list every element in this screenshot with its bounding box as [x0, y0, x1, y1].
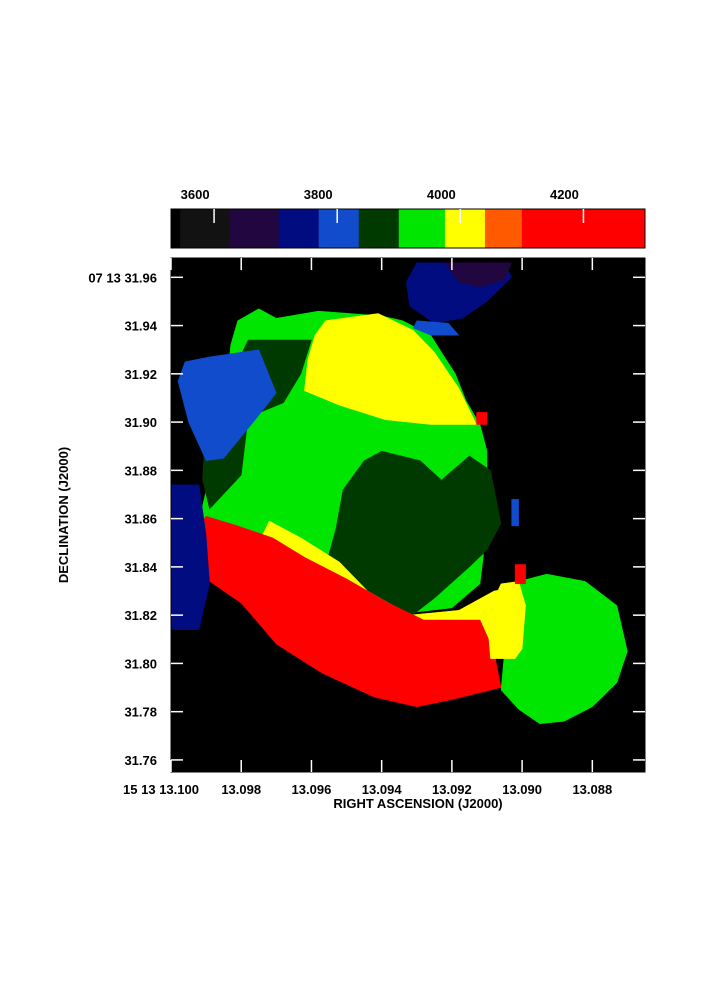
- colorbar-level-7: [444, 209, 486, 248]
- region-4: [325, 450, 502, 621]
- image-regions: [171, 262, 628, 724]
- x-tick-label-1: 13.098: [221, 782, 261, 797]
- region-15: [511, 499, 519, 527]
- y-tick-label-8: 31.80: [124, 656, 157, 671]
- colorbar-tick-label-1: 3800: [304, 187, 333, 202]
- colorbar-tick-label-3: 4200: [550, 187, 579, 202]
- colorbar-level-0: [171, 209, 181, 248]
- axis-ticks: 15 13 13.100 13.098 13.096 13.094 13.092 13.0…: [88, 257, 646, 797]
- colorbar-level-6: [398, 209, 446, 248]
- region-14: [171, 484, 210, 630]
- x-tick-label-6: 13.088: [572, 782, 612, 797]
- y-tick-label-3: 31.90: [124, 415, 157, 430]
- region-16: [476, 412, 488, 425]
- colorbar-frame: [170, 208, 646, 249]
- y-tick-label-9: 31.78: [124, 705, 157, 720]
- region-9: [486, 581, 526, 659]
- region-12: [444, 262, 512, 288]
- colorbar-level-3: [278, 209, 320, 248]
- y-tick-label-7: 31.82: [124, 608, 157, 623]
- colorbar-level-4: [318, 209, 360, 248]
- y-axis-label: DECLINATION (J2000): [56, 447, 71, 583]
- plot-frame: [170, 257, 646, 773]
- y-tick-label-10: 31.76: [124, 753, 157, 768]
- plot-area: 15 13 13.100 13.098 13.096 13.094 13.092 13.0…: [88, 257, 646, 797]
- x-tick-label-3: 13.094: [362, 782, 403, 797]
- colorbar-level-2: [229, 209, 280, 248]
- x-tick-label-4: 13.092: [432, 782, 472, 797]
- colorbar-level-1: [180, 209, 230, 248]
- colorbar-level-8: [484, 209, 523, 248]
- y-tick-label-1: 31.94: [124, 319, 157, 334]
- x-tick-label-5: 13.090: [502, 782, 542, 797]
- colorbar: 3600 3800 4000 4200: [170, 187, 646, 249]
- y-tick-label-2: 31.92: [124, 367, 157, 382]
- region-13: [412, 320, 460, 336]
- y-tick-label-5: 31.86: [124, 512, 157, 527]
- y-tick-label-6: 31.84: [124, 560, 157, 575]
- colorbar-tick-label-2: 4000: [427, 187, 456, 202]
- x-tick-label-2: 13.096: [292, 782, 332, 797]
- y-tick-label-4: 31.88: [124, 463, 157, 478]
- region-3: [304, 313, 477, 425]
- y-tick-label-0: 07 13 31.96: [88, 270, 157, 285]
- region-10: [514, 564, 526, 585]
- region-2: [177, 349, 277, 461]
- colorbar-tick-label-0: 3600: [181, 187, 210, 202]
- x-axis-label: RIGHT ASCENSION (J2000): [333, 796, 502, 811]
- colorbar-level-5: [358, 209, 400, 248]
- x-tick-label-0: 15 13 13.100: [123, 782, 199, 797]
